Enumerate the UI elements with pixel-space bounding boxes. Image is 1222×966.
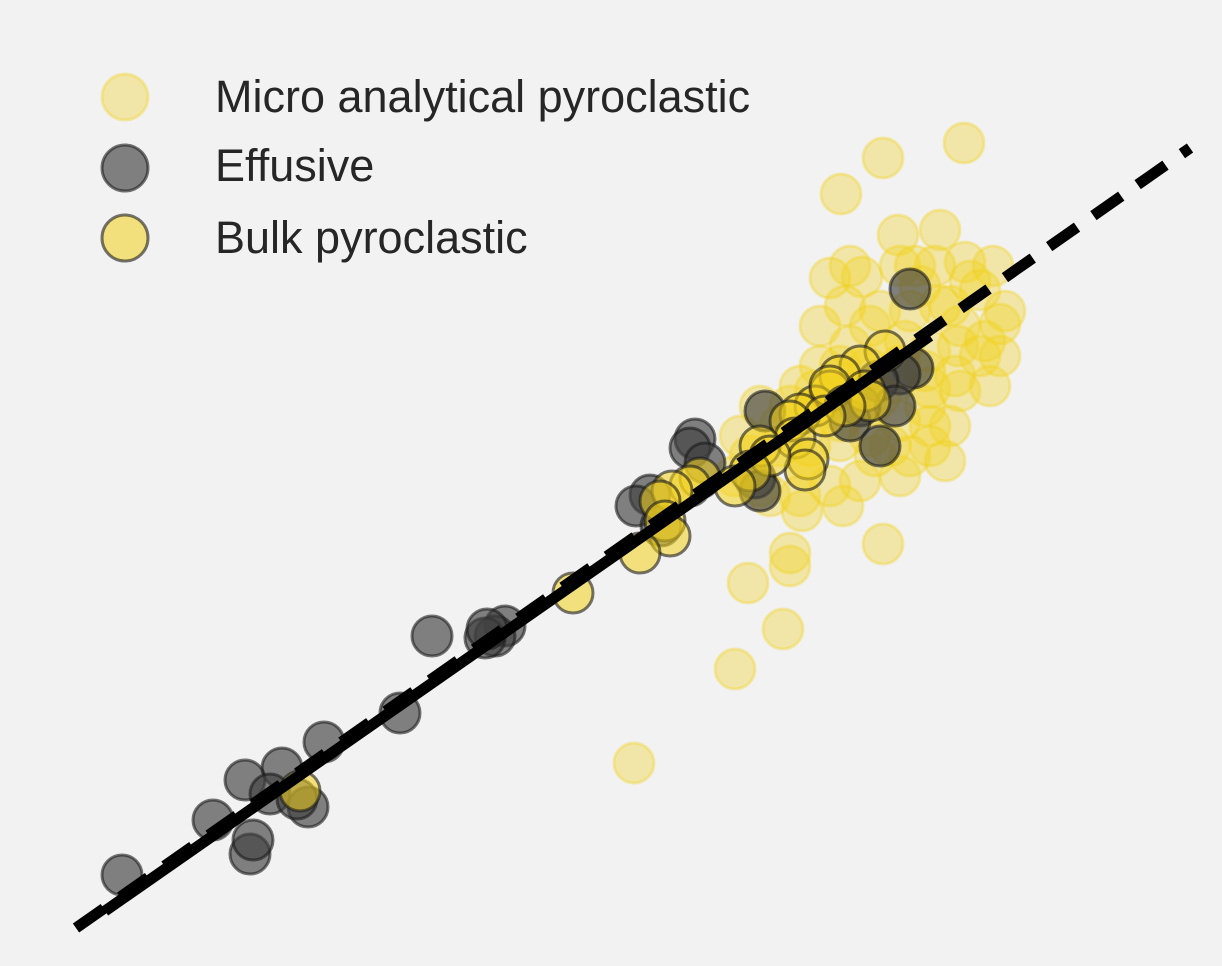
micro-analytical-pyroclastic-point <box>821 484 865 528</box>
effusive-points <box>100 267 935 897</box>
micro-analytical-pyroclastic-point <box>726 561 770 605</box>
micro-analytical-pyroclastic-point <box>943 240 987 284</box>
micro-analytical-pyroclastic-point <box>878 454 922 498</box>
effusive-point <box>231 818 275 862</box>
micro-analytical-pyroclastic-point <box>942 121 986 165</box>
micro-analytical-pyroclastic-point <box>933 354 977 398</box>
micro-analytical-pyroclastic-point <box>908 424 952 468</box>
micro-analytical-pyroclastic-point <box>968 364 1012 408</box>
micro-analytical-pyroclastic-point <box>808 256 852 300</box>
micro-analytical-pyroclastic-point <box>861 136 905 180</box>
trend-lines <box>72 143 1194 933</box>
micro-analytical-pyroclastic-point <box>908 404 952 448</box>
fit-line-solid <box>101 331 934 916</box>
micro-analytical-pyroclastic-point <box>958 334 1002 378</box>
micro-analytical-pyroclastic-point <box>876 213 920 257</box>
legend-label-micro-analytical-pyroclastic: Micro analytical pyroclastic <box>215 71 750 122</box>
legend-label-bulk-pyroclastic: Bulk pyroclastic <box>215 212 528 263</box>
effusive-point <box>858 424 902 468</box>
micro-analytical-pyroclastic-point <box>983 289 1027 333</box>
micro-analytical-pyroclastic-point <box>918 208 962 252</box>
micro-analytical-pyroclastic-point <box>936 324 980 368</box>
micro-analytical-pyroclastic-point <box>978 334 1022 378</box>
legend-marker-bulk-pyroclastic <box>100 213 150 263</box>
micro-analytical-pyroclastic-point <box>713 647 757 691</box>
micro-analytical-pyroclastic-point <box>768 531 812 575</box>
legend: Micro analytical pyroclastic Effusive Bu… <box>100 71 750 263</box>
micro-analytical-pyroclastic-point <box>761 607 805 651</box>
micro-analytical-pyroclastic-point <box>938 369 982 413</box>
micro-analytical-pyroclastic-point <box>923 439 967 483</box>
micro-analytical-pyroclastic-point <box>963 319 1007 363</box>
legend-marker-effusive <box>100 143 150 193</box>
micro-analytical-pyroclastic-point <box>798 304 842 348</box>
micro-analytical-pyroclastic-point <box>823 284 867 328</box>
micro-analytical-pyroclastic-point <box>928 404 972 448</box>
micro-analytical-pyroclastic-point <box>938 304 982 348</box>
micro-analytical-pyroclastic-point <box>838 459 882 503</box>
micro-analytical-pyroclastic-point <box>861 522 905 566</box>
micro-analytical-pyroclastic-points <box>612 121 1027 785</box>
micro-analytical-pyroclastic-point <box>819 172 863 216</box>
legend-label-effusive: Effusive <box>215 140 374 191</box>
micro-analytical-pyroclastic-point <box>612 741 656 785</box>
legend-marker-micro-analytical-pyroclastic <box>100 72 150 122</box>
micro-analytical-pyroclastic-point <box>840 255 884 299</box>
micro-analytical-pyroclastic-point <box>978 302 1022 346</box>
effusive-point <box>888 267 932 311</box>
effusive-point <box>410 614 454 658</box>
micro-analytical-pyroclastic-point <box>828 244 872 288</box>
micro-analytical-pyroclastic-point <box>768 544 812 588</box>
